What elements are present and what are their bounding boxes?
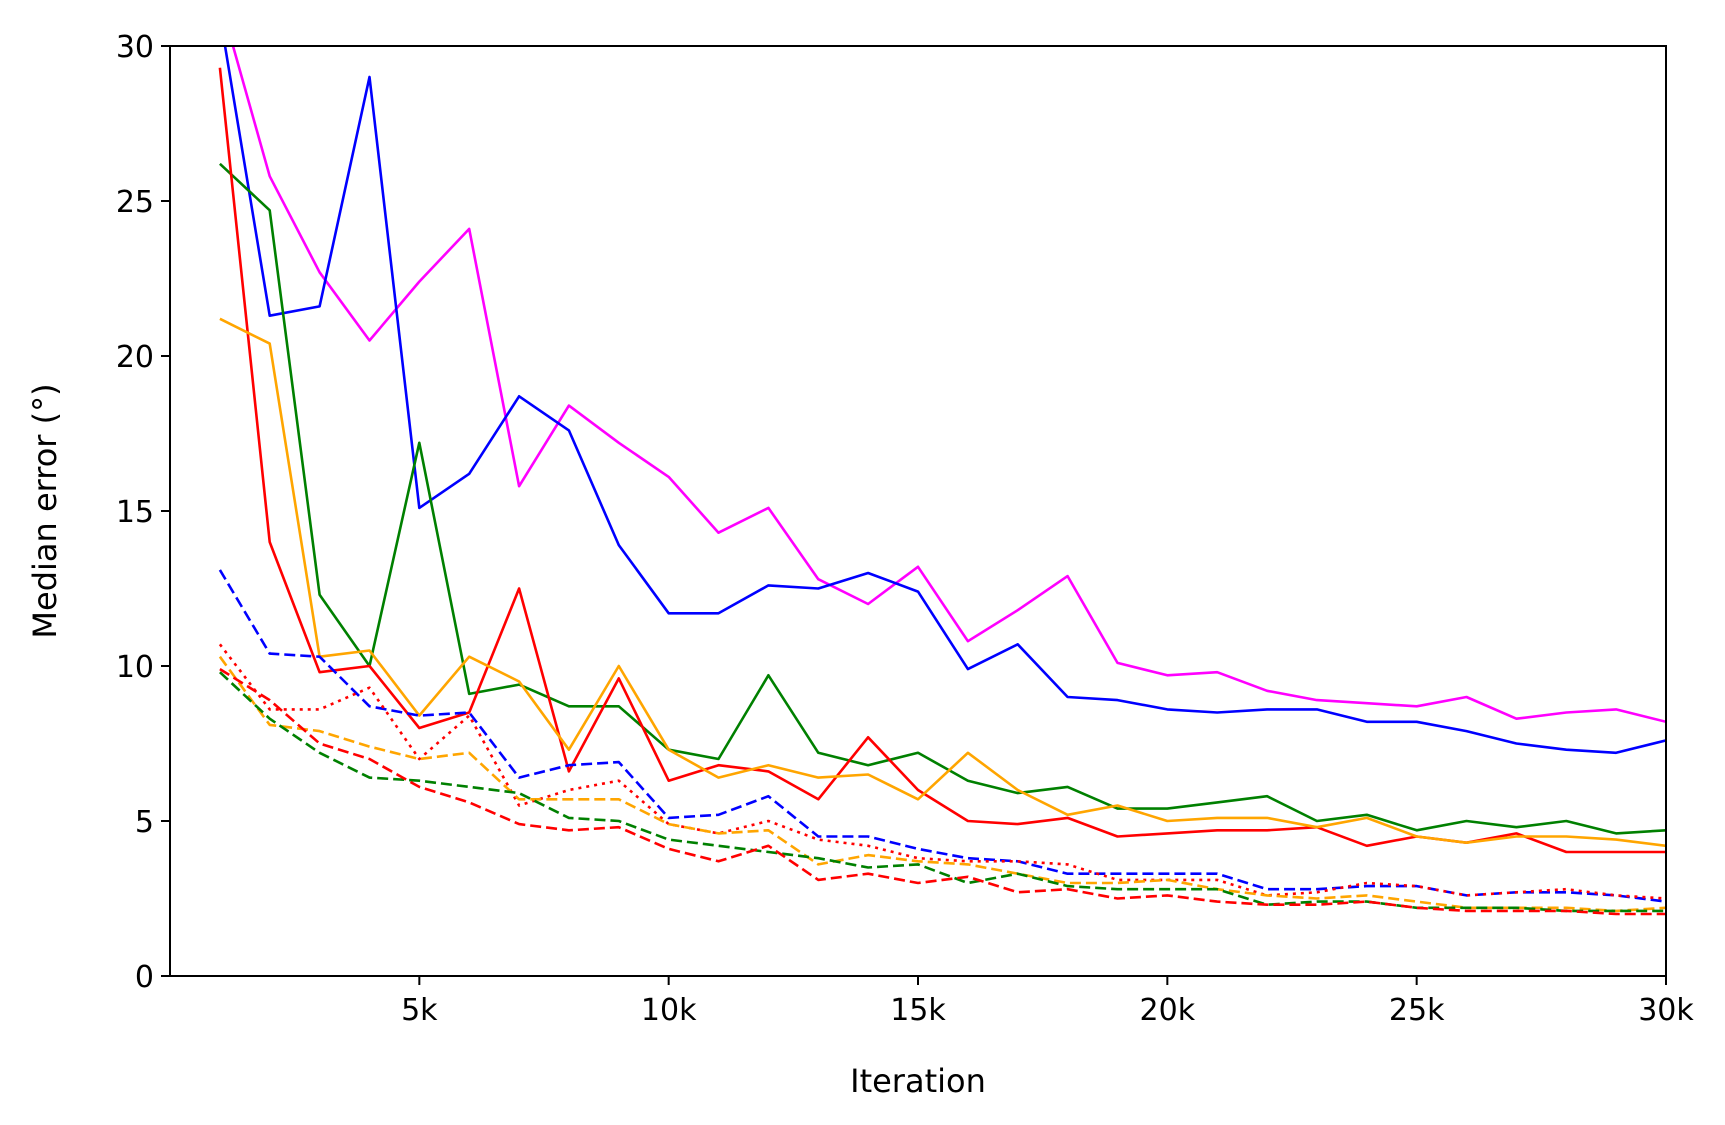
x-tick-label: 20k — [1140, 993, 1196, 1028]
y-tick-label: 15 — [116, 495, 154, 530]
series-line-7 — [218, 643, 1666, 900]
y-axis-label: Median error (°) — [26, 383, 64, 638]
series-group — [218, 46, 1666, 916]
series-line-3 — [219, 162, 1666, 835]
y-tick-label: 25 — [116, 185, 154, 220]
series-line-6 — [218, 569, 1666, 903]
y-tick-label: 30 — [116, 30, 154, 65]
series-line-1 — [231, 46, 1666, 724]
series-line-4 — [218, 67, 1666, 854]
y-tick-label: 5 — [135, 805, 154, 840]
series-line-9 — [219, 671, 1666, 913]
y-tick-label: 20 — [116, 340, 154, 375]
x-tick-label: 30k — [1638, 993, 1694, 1028]
x-tick-label: 5k — [401, 993, 438, 1028]
series-line-5 — [219, 317, 1666, 848]
series-line-10 — [219, 667, 1666, 916]
series-line-2 — [223, 46, 1666, 755]
y-tick-label: 10 — [116, 650, 154, 685]
series-line-8 — [218, 655, 1666, 913]
x-axis: 5k 10k 15k 20k 25k 30k — [401, 976, 1694, 1028]
x-axis-label: Iteration — [850, 1062, 986, 1100]
x-tick-label: 10k — [641, 993, 697, 1028]
plot-frame — [169, 45, 1667, 977]
y-axis: 0 5 10 15 20 25 30 — [116, 30, 170, 995]
x-tick-label: 15k — [890, 993, 946, 1028]
y-tick-label: 0 — [135, 960, 154, 995]
x-tick-label: 25k — [1389, 993, 1445, 1028]
